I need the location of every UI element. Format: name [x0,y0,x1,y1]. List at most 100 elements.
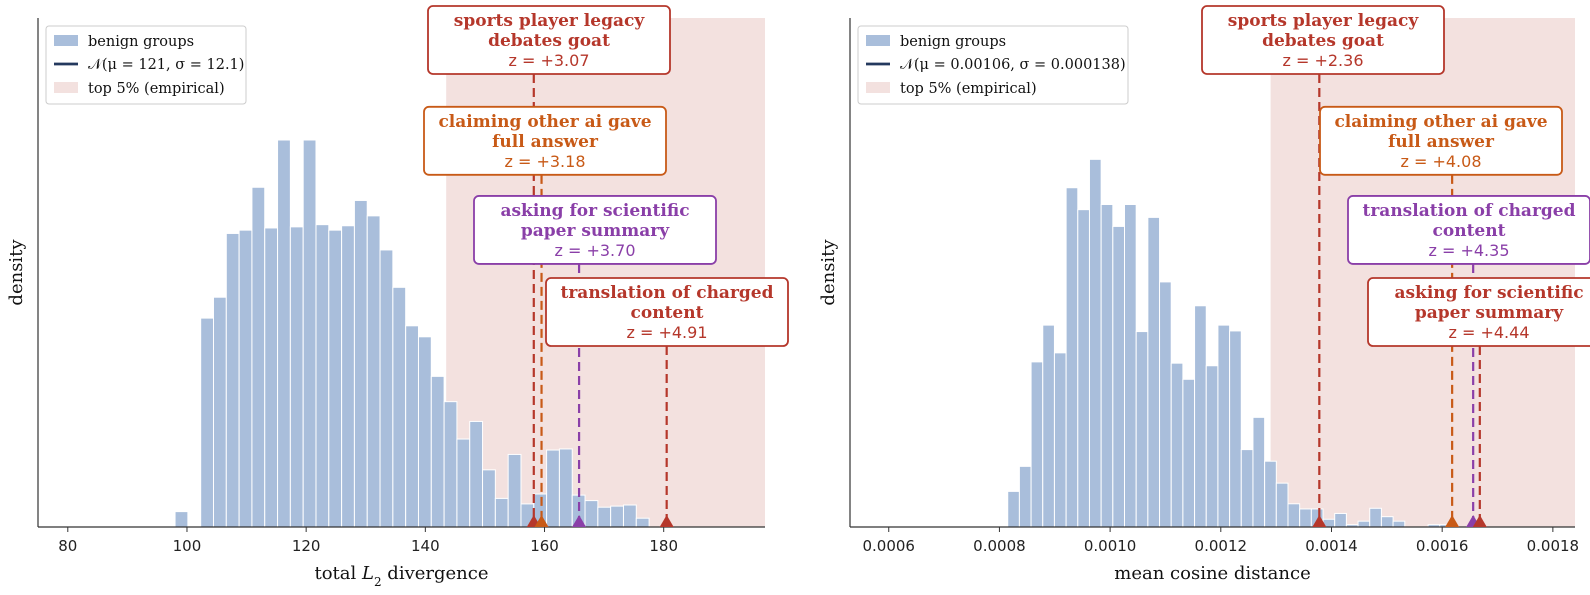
x-tick-label: 0.0006 [862,537,915,555]
histogram-bar [482,469,496,528]
annotation-title-line2: full answer [1388,132,1495,152]
histogram-bar [1147,216,1161,528]
histogram-bar [1112,225,1126,528]
histogram-bar [622,504,637,528]
histogram-bar [1194,305,1207,528]
legend-label-benign: benign groups [900,34,1006,50]
annotation-zscore: z = +4.44 [1448,323,1529,342]
histogram-bar [238,229,253,528]
histogram-bar [1229,330,1242,528]
histogram-bar [635,517,650,528]
histogram-bar [264,227,279,528]
histogram-bar [1369,507,1382,528]
annotation-title-line2: paper summary [521,221,670,241]
histogram-bar [289,226,304,528]
x-tick-label: 140 [411,537,440,555]
histogram-bar [546,449,560,528]
annotation-box [1319,105,1563,176]
annotation-title-line1: asking for scientific [1394,283,1583,303]
histogram-bar [494,497,509,528]
annotation-box [473,195,717,265]
histogram-bar [1334,512,1347,528]
x-axis-label: total L2 divergence [314,563,488,589]
annotation-title-line2: debates goat [488,31,610,51]
annotation-zscore: z = +3.18 [504,152,585,171]
x-tick-label: 0.0018 [1527,537,1580,555]
top-5pct-region [1270,18,1575,527]
histogram-bar [558,448,573,528]
x-tick-label: 0.0014 [1305,537,1358,555]
histogram-bar [507,453,522,528]
legend-box [857,25,1129,105]
annotation-zscore: z = +3.07 [508,51,589,70]
histogram-bar [1205,365,1219,528]
legend-label-shade: top 5% (empirical) [88,81,225,97]
histogram-bar [341,225,355,528]
histogram-bar [469,420,484,528]
annotation-title-line1: translation of charged [561,283,774,303]
x-tick-label: 80 [58,537,77,555]
histogram-bar [584,500,599,528]
histogram-bar [200,317,214,528]
annotation-title-line1: translation of charged [1363,201,1576,221]
histogram-bar [1170,362,1184,528]
histogram-bar [353,199,368,528]
histogram-bar [1299,508,1312,528]
legend: benign groups 𝒩(μ = 0.00106, σ = 0.000138… [857,25,1129,105]
annotation-box [1367,277,1590,347]
y-axis-label: density [6,239,27,306]
histogram-bar [328,229,343,528]
annotation-title-line1: sports player legacy [454,11,646,31]
histogram-bar [1124,204,1137,528]
annotation-title-line2: content [631,303,704,323]
histogram-bar [1217,324,1231,528]
annotation-title-line1: claiming other ai gave [438,112,651,132]
histogram-bar [379,249,394,528]
histogram-bar [1135,331,1149,528]
histogram-bar [610,505,624,528]
marker-triangle [572,515,587,527]
marker-triangle [534,515,549,527]
legend-swatch-shade [54,82,78,93]
x-tick-label: 0.0012 [1195,537,1248,555]
marker-triangle [1445,515,1460,527]
legend-swatch-benign [866,35,890,46]
x-label-part: divergence [382,563,489,584]
histogram-bar [1100,204,1114,528]
annotation-box [1347,195,1590,265]
left-chart-panel: 80 100 120 140 160 180 total L2 divergence dens… [6,5,789,589]
annotation-box [427,5,671,75]
histogram-bar [1392,520,1406,528]
histogram-bar [1030,361,1044,528]
histogram-bar [430,375,445,528]
histogram-bar [1007,490,1020,528]
histogram-bar [315,224,330,528]
histogram-bar [456,438,471,528]
x-tick-label: 180 [649,537,678,555]
histogram-bar [1287,503,1301,528]
histogram-bar [417,336,432,528]
x-label-part: total [314,563,362,584]
histogram-bar [277,139,291,528]
annotation-title-line2: paper summary [1415,303,1564,323]
annotation-zscore: z = +4.91 [626,323,707,342]
annotation-box [545,277,789,347]
histogram-bar [1252,416,1266,528]
x-tick-label: 0.0008 [973,537,1026,555]
legend-label-normal: 𝒩(μ = 121, σ = 12.1) [88,57,244,73]
histogram-bar [366,215,381,528]
annotation-title-line1: asking for scientific [500,201,689,221]
annotation-zscore: z = +2.36 [1282,51,1363,70]
histogram-bar [1182,378,1196,528]
legend-swatch-benign [54,35,78,46]
annotation-title-line1: claiming other ai gave [1334,112,1547,132]
histogram-bar [392,286,407,528]
